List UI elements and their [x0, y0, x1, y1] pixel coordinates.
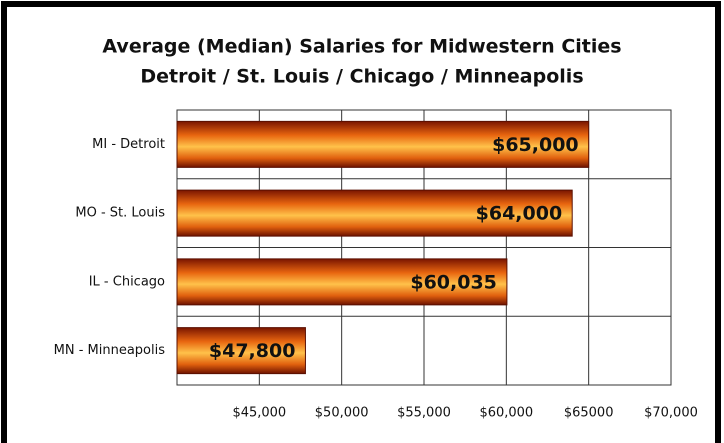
data-label: $60,035	[410, 271, 497, 293]
bar	[176, 258, 508, 306]
x-tick-label: $45,000	[232, 406, 286, 421]
chart-subtitle: Detroit / St. Louis / Chicago / Minneapo…	[140, 66, 583, 88]
y-tick-label: IL - Chicago	[89, 274, 165, 289]
x-tick-label: $70,000	[644, 406, 698, 421]
x-tick-label: $55,000	[397, 406, 451, 421]
x-tick-label: $50,000	[315, 406, 369, 421]
bar	[176, 327, 306, 375]
x-tick-label: $60,000	[479, 406, 533, 421]
bar	[176, 189, 573, 237]
data-label: $47,800	[209, 340, 296, 362]
data-label: $64,000	[476, 203, 563, 225]
data-label: $65,000	[492, 134, 579, 156]
y-tick-label: MN - Minneapolis	[54, 343, 166, 358]
x-tick-label: $65000	[564, 406, 614, 421]
chart-title: Average (Median) Salaries for Midwestern…	[102, 36, 621, 58]
bar	[176, 120, 590, 168]
y-tick-label: MO - St. Louis	[75, 206, 165, 221]
y-tick-label: MI - Detroit	[92, 137, 165, 152]
